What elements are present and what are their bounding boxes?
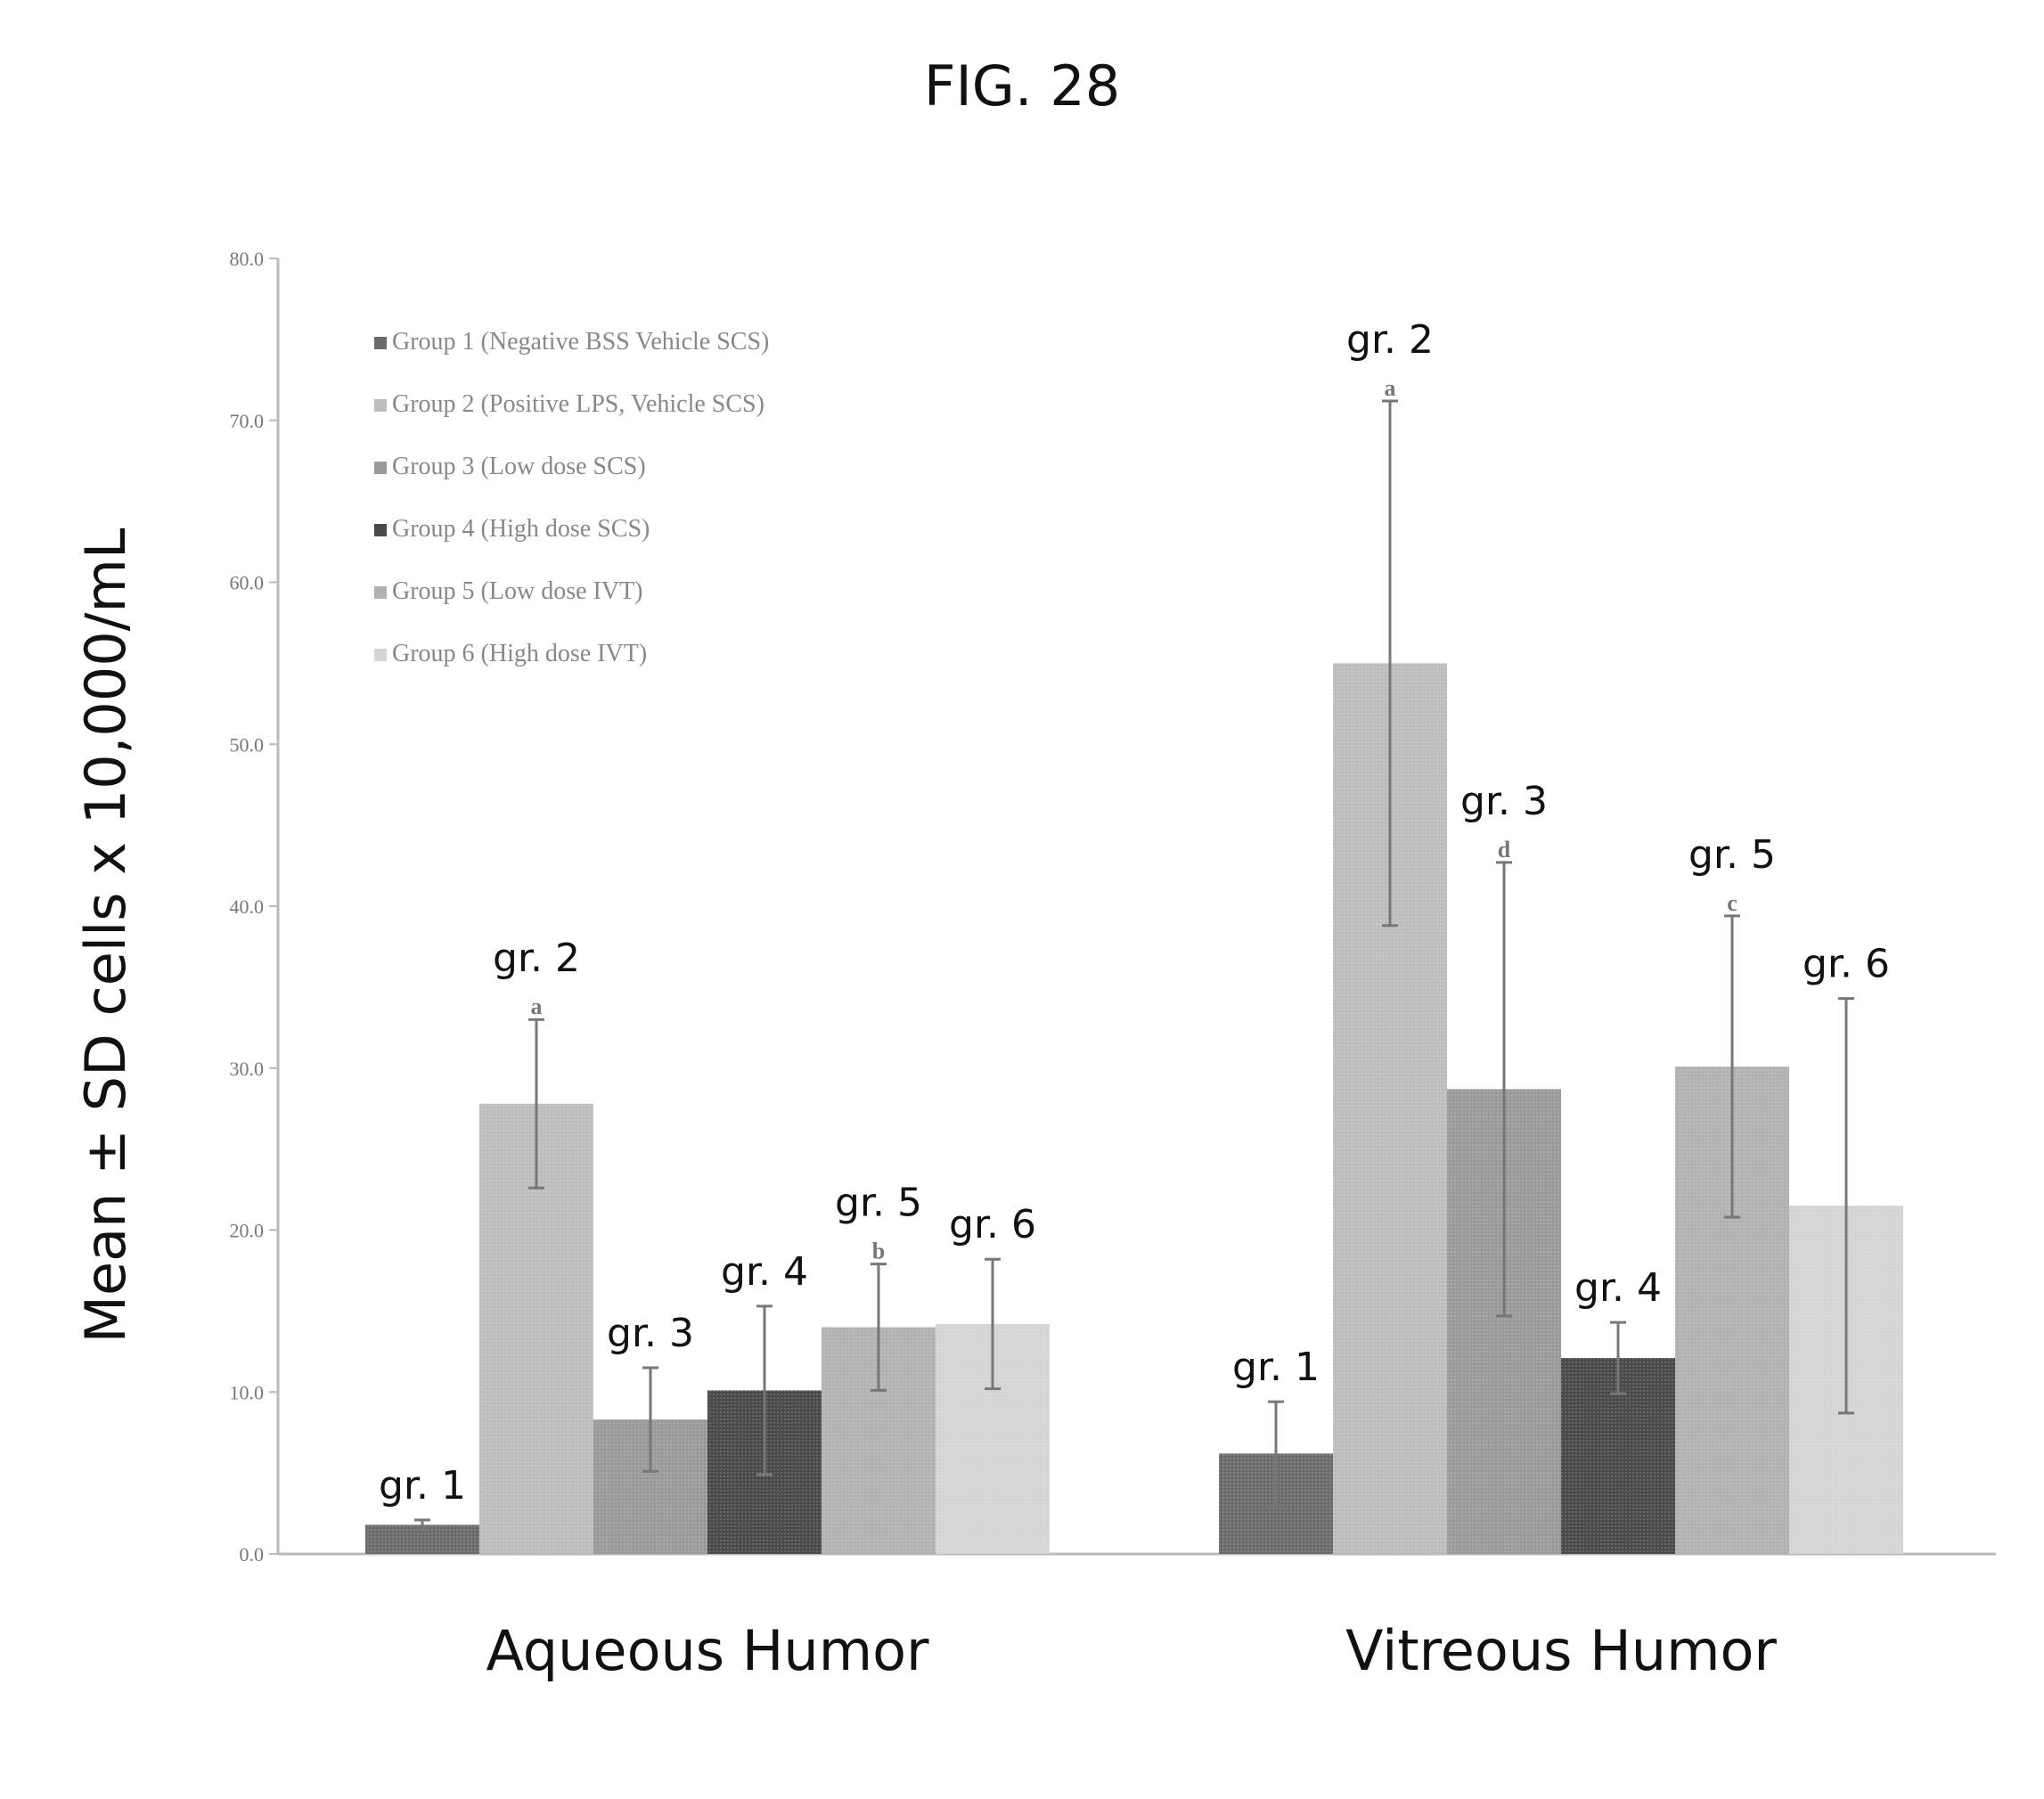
bar-group-label: gr. 6: [1803, 942, 1890, 987]
legend-swatch: [374, 586, 387, 599]
y-tick-label: 30.0: [230, 1058, 265, 1080]
y-tick-label: 60.0: [230, 572, 265, 594]
bar-group-label: gr. 1: [379, 1463, 466, 1509]
legend-entry: Group 4 (High dose SCS): [392, 515, 650, 543]
legend-entry: Group 5 (Low dose IVT): [392, 577, 643, 605]
x-category-label: Aqueous Humor: [486, 1618, 929, 1683]
significance-letter: d: [1498, 837, 1511, 863]
y-tick-label: 40.0: [230, 895, 265, 918]
significance-letter: c: [1727, 890, 1737, 916]
y-tick-label: 80.0: [230, 248, 265, 270]
legend-entry: Group 3 (Low dose SCS): [392, 453, 646, 480]
bar-group-label: gr. 5: [835, 1181, 922, 1226]
significance-letter: a: [1385, 375, 1396, 401]
legend-swatch: [374, 399, 387, 412]
legend-entry: Group 6 (High dose IVT): [392, 640, 647, 667]
bar-group-label: gr. 5: [1688, 832, 1776, 878]
chart-legend: Group 1 (Negative BSS Vehicle SCS) Group …: [374, 328, 769, 667]
legend-swatch: [374, 337, 387, 349]
legend-swatch: [374, 649, 387, 661]
bar-group-label: gr. 6: [949, 1202, 1036, 1247]
legend-swatch: [374, 524, 387, 536]
legend-entry: Group 1 (Negative BSS Vehicle SCS): [392, 328, 769, 356]
bar-group-label: gr. 3: [1460, 779, 1548, 824]
bar-group-label: gr. 1: [1232, 1345, 1320, 1390]
y-tick-label: 10.0: [230, 1381, 265, 1403]
y-tick-label: 0.0: [240, 1543, 265, 1566]
bar-group-label: gr. 4: [1574, 1265, 1662, 1311]
x-category-label: Vitreous Humor: [1345, 1618, 1777, 1683]
legend-swatch: [374, 462, 387, 474]
y-tick-label: 50.0: [230, 733, 265, 756]
significance-letter: a: [531, 994, 543, 1019]
y-tick-label: 20.0: [230, 1220, 265, 1242]
significance-letter: b: [872, 1239, 885, 1264]
bar-group-label: gr. 4: [721, 1249, 808, 1295]
chart-group-labels: gr. 1 gr. 1 a gr. 2 a gr. 2 gr. 3 d gr. 3 gr. 4 gr…: [379, 317, 1890, 1509]
bar-group-label: gr. 2: [493, 936, 580, 981]
bar-group-label: gr. 3: [607, 1311, 694, 1356]
legend-entry: Group 2 (Positive LPS, Vehicle SCS): [392, 390, 764, 418]
y-axis-label: Mean ± SD cells x 10,000/mL: [73, 527, 138, 1343]
bar-group-label: gr. 2: [1346, 317, 1434, 363]
chart-bars: [365, 663, 1903, 1554]
y-tick-label: 70.0: [230, 410, 265, 432]
